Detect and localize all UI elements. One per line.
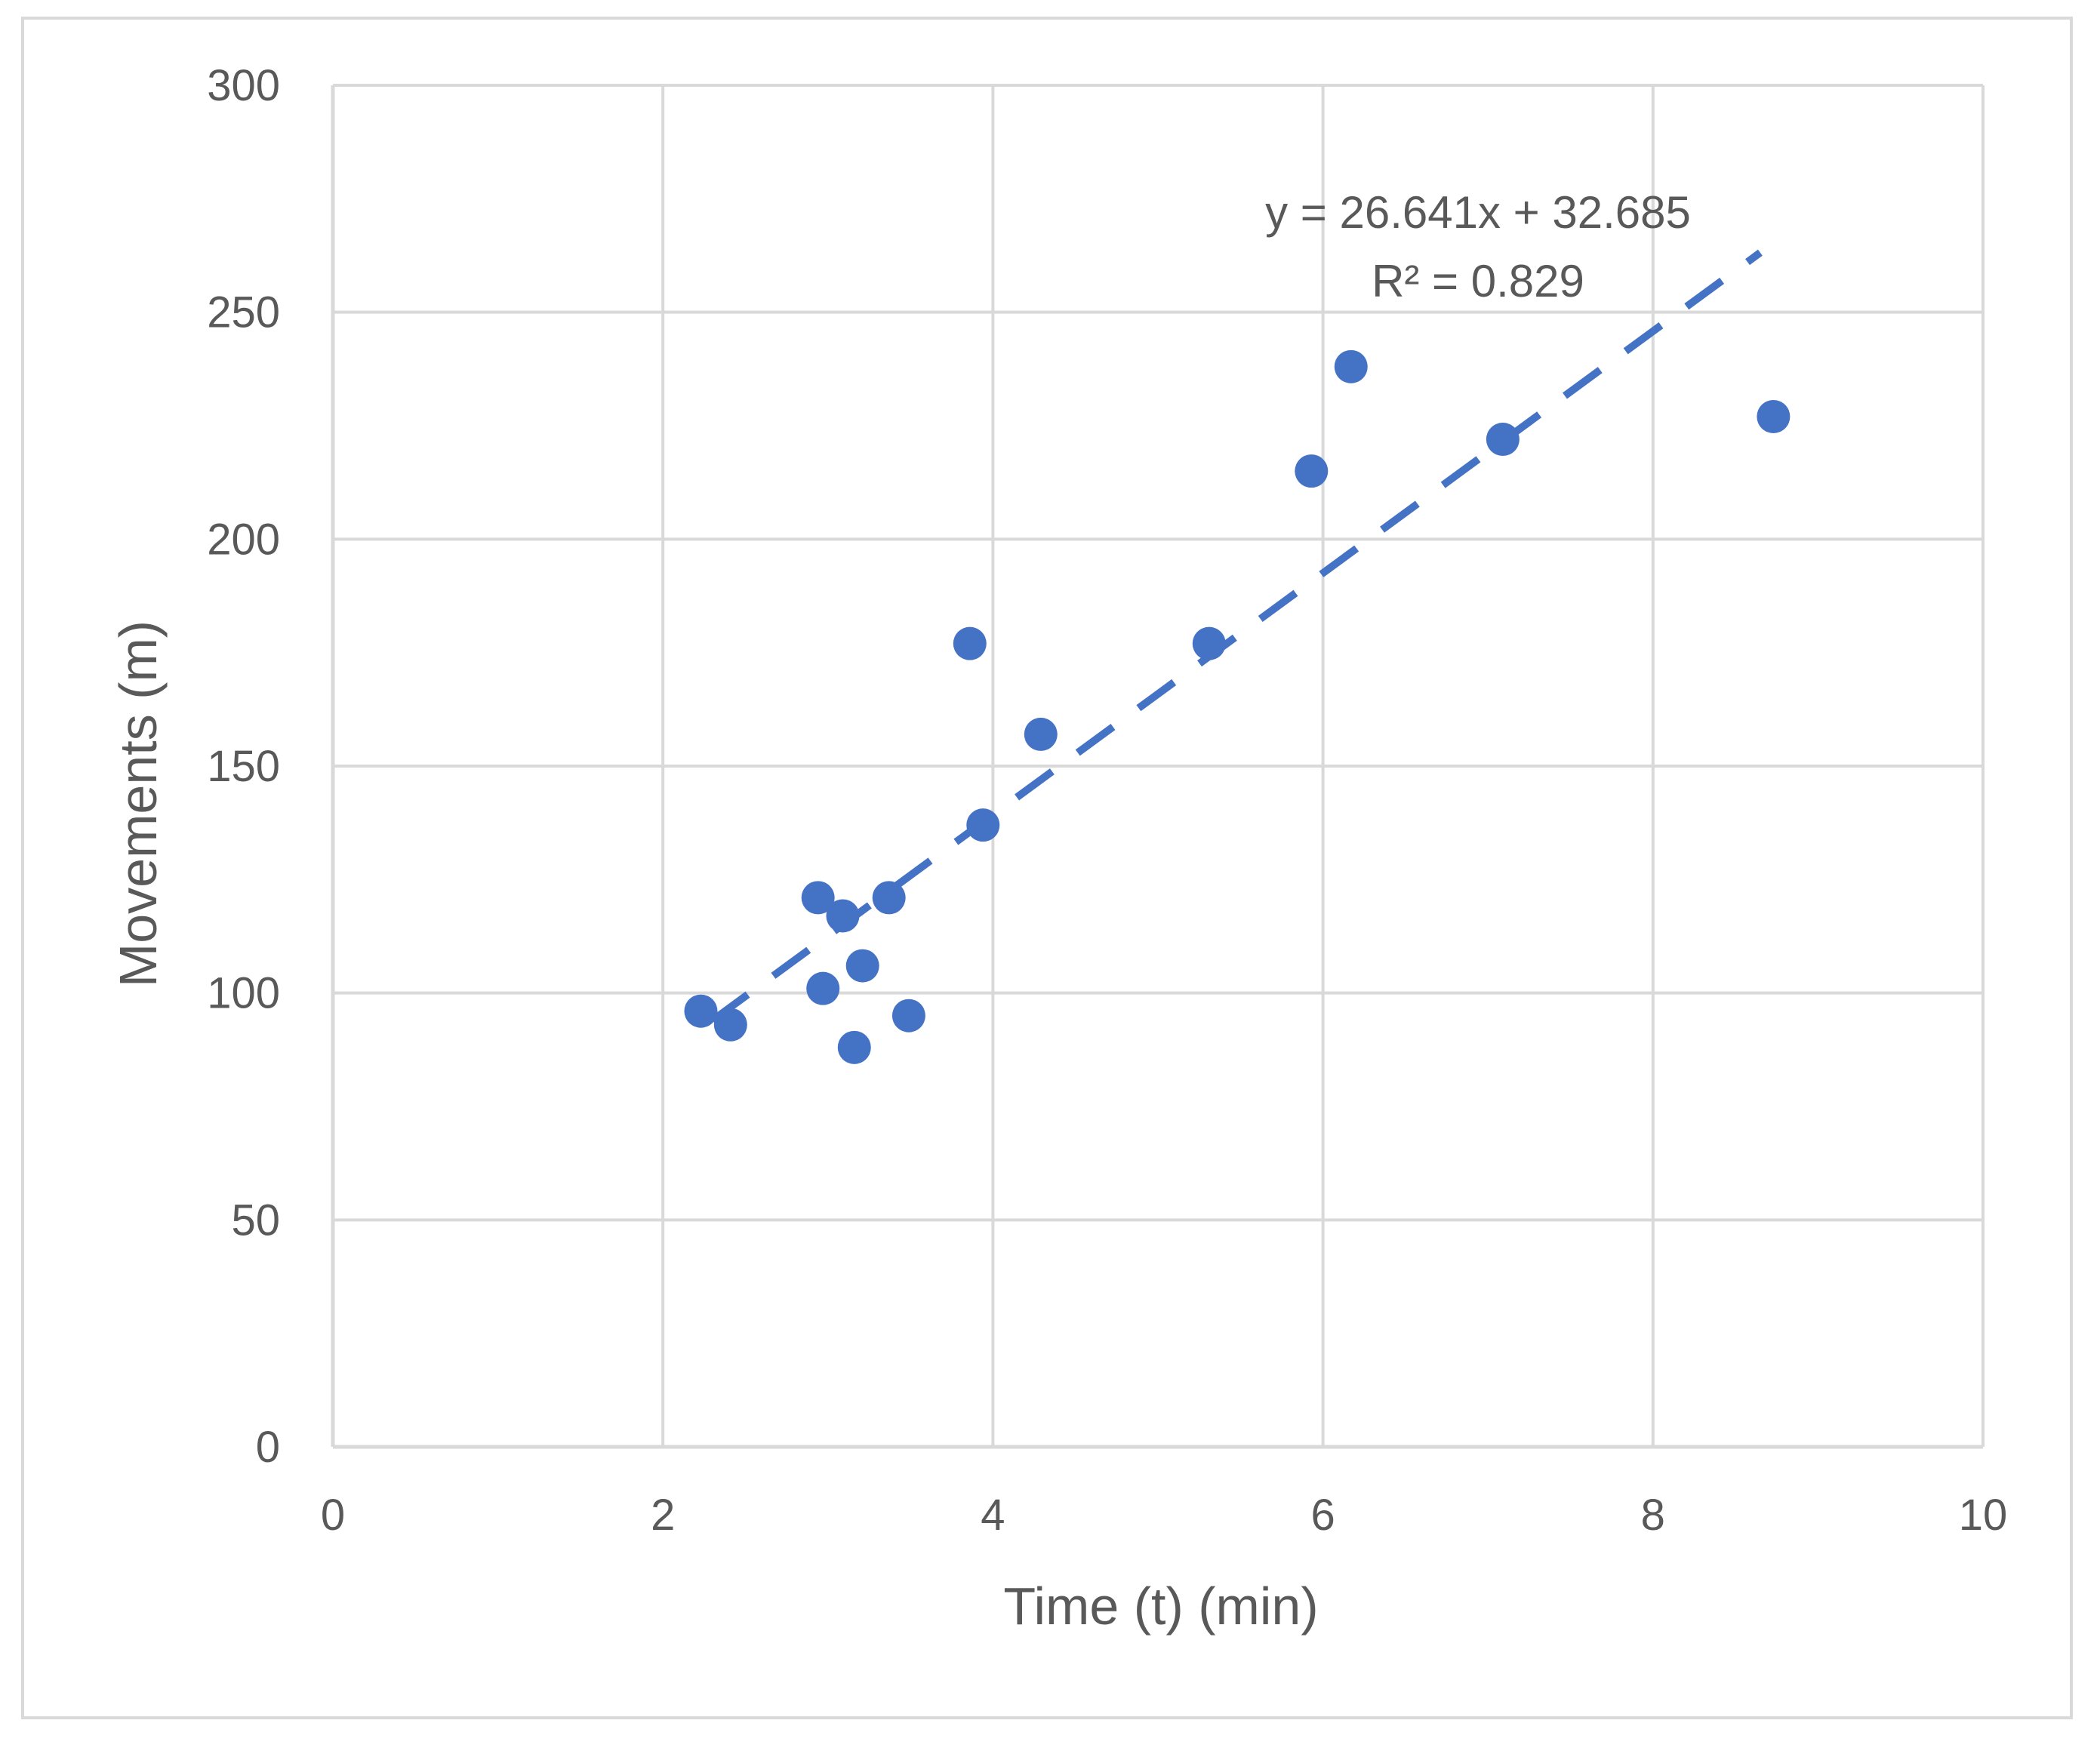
x-tick-label: 10 (1959, 1491, 2008, 1540)
data-point (953, 626, 987, 660)
data-point (806, 971, 840, 1005)
trendline-r-squared: R² = 0.829 (1372, 256, 1584, 306)
data-point (1295, 454, 1329, 488)
data-point (966, 808, 1000, 842)
y-tick-label: 200 (207, 515, 280, 564)
y-tick-label: 300 (207, 61, 280, 110)
data-point (837, 1030, 871, 1064)
data-points (684, 349, 1791, 1064)
y-tick-label: 250 (207, 288, 280, 337)
data-point (891, 999, 925, 1032)
x-axis-title: Time (t) (min) (1003, 1577, 1318, 1636)
data-point (801, 881, 835, 915)
data-point (1334, 349, 1368, 383)
data-point (684, 994, 718, 1028)
x-tick-label: 4 (981, 1491, 1005, 1540)
data-point (1757, 399, 1791, 433)
x-tick-label: 2 (651, 1491, 675, 1540)
y-tick-label: 100 (207, 969, 280, 1018)
trendline (710, 249, 1763, 1024)
x-tick-label: 8 (1641, 1491, 1665, 1540)
y-tick-label: 0 (256, 1423, 280, 1472)
data-point (845, 949, 879, 983)
data-point (1024, 717, 1058, 751)
labels: Time (t) (min) Movements (m) y = 26.641x… (109, 187, 1691, 1636)
x-tick-label: 0 (321, 1491, 345, 1540)
trendline-equation: y = 26.641x + 32.685 (1265, 187, 1691, 238)
data-point (826, 899, 860, 933)
gridlines (333, 84, 1985, 1447)
x-tick-label: 6 (1310, 1491, 1335, 1540)
trendline-group (710, 249, 1763, 1024)
y-tick-label: 150 (207, 742, 280, 791)
data-point (872, 881, 906, 915)
data-point (1486, 423, 1520, 457)
data-point (1192, 626, 1226, 660)
y-axis-title: Movements (m) (109, 620, 168, 987)
chart-area (21, 17, 2073, 1719)
y-tick-label: 50 (231, 1196, 280, 1245)
data-point (713, 1008, 747, 1042)
axes: 0 50 100 150 200 250 300 0 2 4 6 8 10 (207, 61, 2007, 1540)
